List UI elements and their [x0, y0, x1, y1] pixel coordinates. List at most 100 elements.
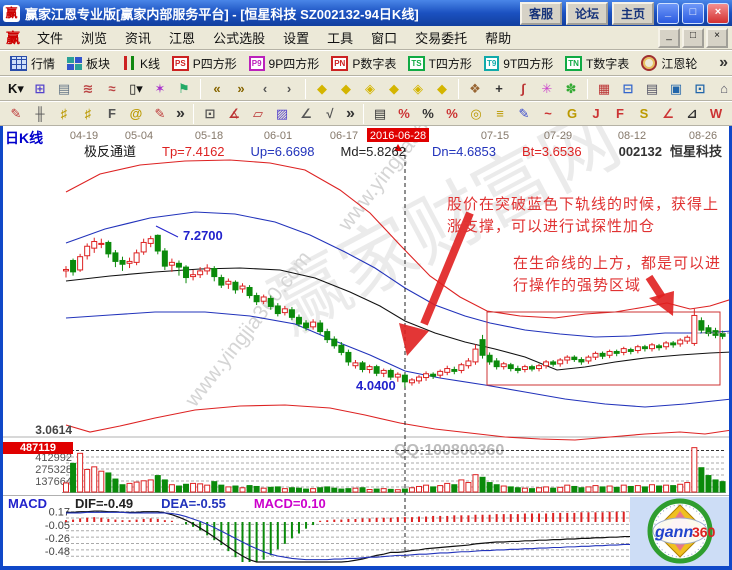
flower-button[interactable]: ✳: [541, 80, 553, 96]
curve-button[interactable]: ∫: [521, 81, 525, 96]
pen-button[interactable]: ✎: [10, 105, 22, 121]
wave-button[interactable]: ~: [544, 106, 552, 121]
titlebar-button-主页[interactable]: 主页: [611, 1, 654, 25]
save-button[interactable]: ▣: [669, 80, 683, 96]
toolbar-overflow-chevron[interactable]: »: [346, 104, 355, 122]
candle-body: [387, 369, 394, 378]
child-restore-button[interactable]: □: [682, 27, 704, 48]
menu-item-公式选股[interactable]: 公式选股: [213, 31, 266, 46]
report-button[interactable]: ▤: [57, 80, 71, 96]
close-button[interactable]: ×: [707, 2, 729, 24]
zoom-v-button[interactable]: ◈: [413, 80, 423, 96]
gold-grid2-button[interactable]: ♯: [84, 106, 92, 121]
prev-button[interactable]: ‹: [262, 81, 268, 96]
pin-button[interactable]: ✎: [518, 105, 530, 121]
next-button[interactable]: ›: [286, 81, 292, 96]
angle2-button[interactable]: ∠: [662, 105, 674, 121]
menu-item-资讯[interactable]: 资讯: [125, 31, 152, 46]
fan-button[interactable]: ∡: [228, 105, 240, 121]
t-number-button[interactable]: TN T数字表: [559, 52, 635, 74]
menu-item-交易委托[interactable]: 交易委托: [415, 31, 468, 46]
channel-value-0: Tp=7.4162: [162, 144, 225, 159]
last-page-button[interactable]: »: [237, 81, 245, 96]
pen2-button[interactable]: ✎: [154, 105, 166, 121]
child-close-button[interactable]: ×: [706, 27, 728, 48]
t-square-button[interactable]: TS T四方形: [402, 52, 478, 74]
zoom-all-button[interactable]: ◆: [437, 80, 447, 96]
angle-button[interactable]: ∠: [300, 105, 312, 121]
wave3-button[interactable]: ≋: [82, 80, 94, 96]
crosshair-button[interactable]: +: [495, 81, 503, 96]
child-minimize-button[interactable]: _: [658, 27, 680, 48]
gann-wheel-button[interactable]: 江恩轮: [635, 52, 703, 74]
toolbar-overflow-chevron[interactable]: »: [719, 54, 728, 71]
f-grid-button[interactable]: F: [108, 106, 116, 121]
market-grid-button[interactable]: 行情: [4, 52, 61, 74]
export-button[interactable]: ⊡: [694, 80, 706, 96]
sector-blocks-button[interactable]: 板块: [61, 52, 116, 74]
hand-button[interactable]: ❖: [469, 80, 481, 96]
list-button[interactable]: ▤: [373, 105, 387, 121]
kline-style-button[interactable]: K▾: [8, 80, 24, 96]
notebook-button[interactable]: ▤: [645, 80, 659, 96]
percent-line-button[interactable]: %: [446, 106, 458, 121]
titlebar-button-论坛[interactable]: 论坛: [565, 1, 608, 25]
candle-body: [592, 352, 599, 358]
computer-button[interactable]: ⌂: [720, 81, 728, 96]
first-page-button[interactable]: «: [213, 81, 221, 96]
gold-grid-button[interactable]: ♯: [60, 106, 68, 121]
menu-item-帮助[interactable]: 帮助: [485, 31, 512, 46]
gold-line-button[interactable]: ≡: [496, 106, 504, 121]
title-bar[interactable]: 赢 赢家江恩专业版[赢家内部服务平台] - [恒星科技 SZ002132-94日…: [0, 0, 732, 26]
volume-bar: [691, 447, 698, 493]
candle-body: [599, 352, 606, 357]
candle-body: [218, 277, 225, 286]
zoom-h-button[interactable]: ◈: [365, 80, 375, 96]
calendar-button[interactable]: ▦: [597, 80, 611, 96]
box2-button[interactable]: ▨: [275, 105, 289, 121]
p-square-button[interactable]: PS P四方形: [166, 52, 243, 74]
j-line-button[interactable]: J: [592, 106, 600, 121]
burst-button[interactable]: ✶: [154, 80, 166, 96]
zoom-right-button[interactable]: ◆: [341, 80, 351, 96]
gold-coin-button[interactable]: ◎: [470, 105, 482, 121]
menu-item-江恩[interactable]: 江恩: [169, 31, 196, 46]
p9-square-button[interactable]: P9 9P四方形: [243, 52, 325, 74]
candle-drop-button[interactable]: ▯▾: [129, 80, 143, 96]
minimize-button[interactable]: _: [657, 2, 679, 24]
toolbar-overflow-chevron[interactable]: »: [176, 104, 185, 122]
tri-button[interactable]: ⊿: [686, 105, 698, 121]
titlebar-button-客服[interactable]: 客服: [519, 1, 562, 25]
percent-red-button[interactable]: %: [398, 106, 410, 121]
date-label: 06-17: [330, 130, 358, 142]
pattern-button[interactable]: ⊞: [34, 80, 46, 96]
gann-grid-button[interactable]: ╫: [35, 106, 45, 121]
brain-button[interactable]: ✽: [565, 80, 577, 96]
menu-item-设置[interactable]: 设置: [283, 31, 310, 46]
menu-item-工具[interactable]: 工具: [327, 31, 354, 46]
kline-button[interactable]: K线: [116, 52, 166, 74]
menu-item-文件[interactable]: 文件: [37, 31, 64, 46]
spiral-button[interactable]: @: [129, 106, 143, 121]
t9-square-button[interactable]: T9 9T四方形: [478, 52, 559, 74]
volume-bar: [98, 470, 105, 493]
p-number-button[interactable]: PN P数字表: [325, 52, 402, 74]
menu-item-窗口[interactable]: 窗口: [371, 31, 398, 46]
s-line-button[interactable]: S: [639, 106, 649, 121]
restore-button[interactable]: □: [682, 2, 704, 24]
menu-item-浏览[interactable]: 浏览: [81, 31, 108, 46]
zoom-x-button[interactable]: ◆: [389, 80, 399, 96]
gold2-button[interactable]: G: [566, 106, 578, 121]
calculator-button[interactable]: ⊟: [622, 80, 634, 96]
percent-button[interactable]: %: [422, 106, 434, 121]
w-button[interactable]: W: [709, 106, 723, 121]
frame-button[interactable]: ⊡: [204, 105, 216, 121]
polyline-button[interactable]: √: [326, 106, 334, 121]
zoom-left-button[interactable]: ◆: [317, 80, 327, 96]
chart-canvas[interactable]: 赢家财富网www.yingjia360.comwww.yingjia360.co…: [0, 126, 732, 570]
f-line-button[interactable]: F: [616, 106, 624, 121]
candle-body: [295, 316, 302, 325]
flag-button[interactable]: ⚑: [178, 80, 190, 96]
wave9-button[interactable]: ≈: [108, 81, 116, 96]
box-button[interactable]: ▱: [253, 105, 263, 121]
